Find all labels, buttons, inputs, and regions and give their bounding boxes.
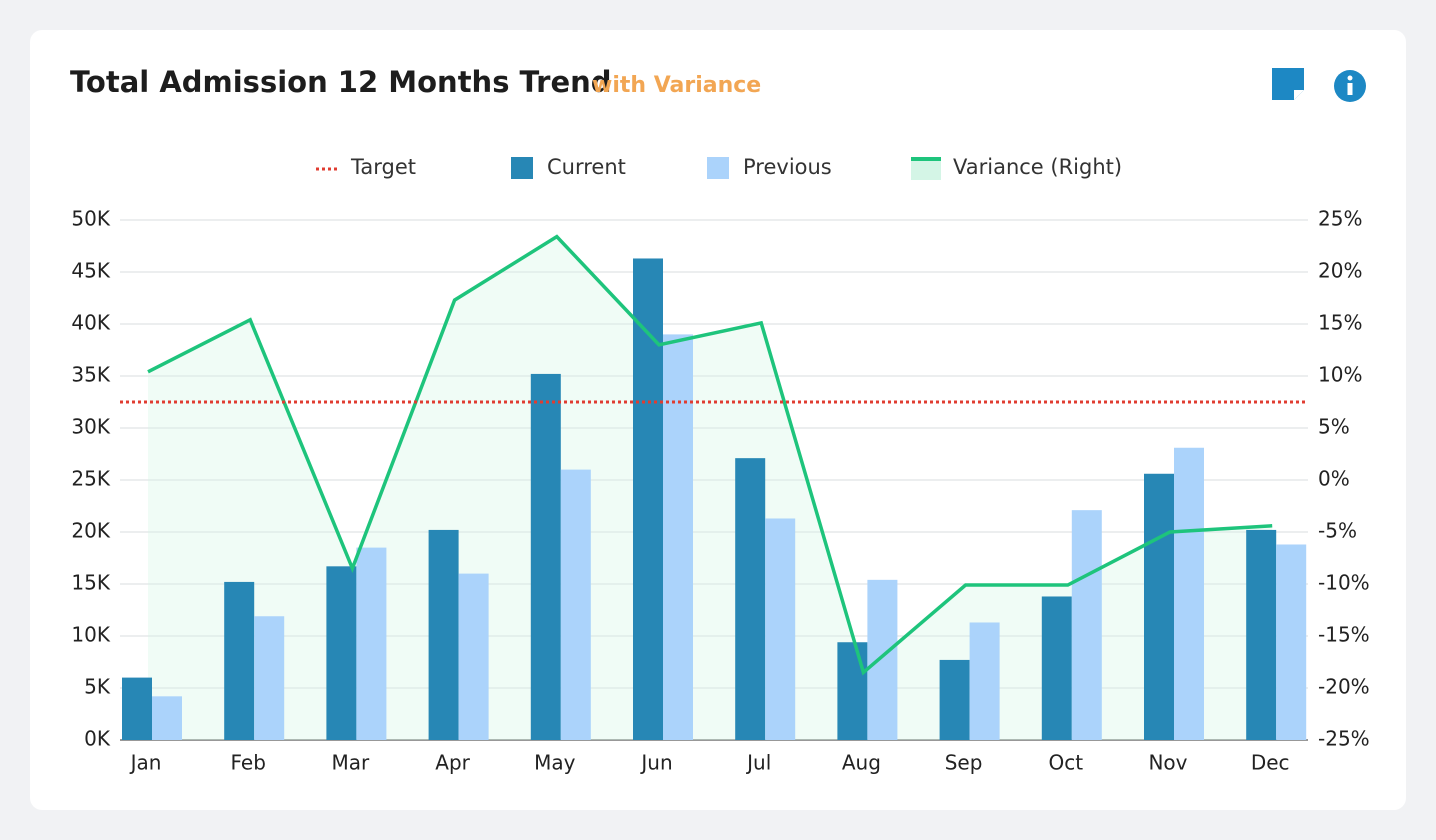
- bar: [356, 547, 387, 740]
- variance-line: [147, 234, 1273, 676]
- bar: [1174, 447, 1204, 740]
- bar: [122, 677, 152, 740]
- legend-label: Target: [350, 155, 416, 179]
- info-icon[interactable]: [1334, 70, 1366, 102]
- x-tick-label: Aug: [842, 751, 881, 775]
- y-tick-label: 30K: [71, 415, 110, 439]
- y-tick-label: 10K: [71, 623, 110, 647]
- y2-tick-label: 0%: [1318, 467, 1350, 491]
- y-tick-label: 5K: [84, 675, 111, 699]
- bar: [1071, 510, 1102, 740]
- bar: [765, 518, 796, 740]
- bar: [939, 659, 970, 740]
- legend-swatch: [911, 157, 941, 161]
- x-tick-label: Oct: [1049, 751, 1084, 775]
- legend-swatch: [911, 158, 941, 180]
- bar: [1246, 529, 1277, 740]
- y-tick-label: 20K: [71, 519, 110, 543]
- legend-label: Current: [547, 155, 626, 179]
- y-tick-label: 45K: [71, 259, 110, 283]
- x-tick-label: Sep: [945, 751, 983, 775]
- y-tick-label: 50K: [71, 207, 110, 231]
- x-tick-label: Feb: [230, 751, 265, 775]
- bar: [1144, 473, 1174, 740]
- bar: [224, 581, 255, 740]
- bar: [969, 622, 1000, 740]
- x-tick-label: Jan: [129, 751, 162, 775]
- note-icon[interactable]: [1272, 68, 1304, 100]
- bar: [633, 258, 663, 740]
- bar: [867, 579, 898, 740]
- x-tick-label: Dec: [1251, 751, 1290, 775]
- y2-tick-label: -15%: [1318, 623, 1370, 647]
- bar: [837, 642, 868, 740]
- y-tick-label: 25K: [71, 467, 110, 491]
- x-tick-label: Mar: [332, 751, 371, 775]
- y2-tick-label: -5%: [1318, 519, 1357, 543]
- bar: [560, 469, 591, 740]
- bar: [1041, 596, 1072, 740]
- bar: [458, 573, 489, 740]
- chart-subtitle: with Variance: [592, 73, 761, 98]
- y2-tick-label: 5%: [1318, 415, 1350, 439]
- bar: [663, 334, 693, 740]
- bar: [254, 616, 285, 740]
- y2-tick-label: 10%: [1318, 363, 1362, 387]
- bar: [152, 696, 182, 740]
- x-tick-label: Jun: [639, 751, 672, 775]
- y2-tick-label: -10%: [1318, 571, 1370, 595]
- legend-label: Previous: [743, 155, 832, 179]
- x-tick-label: Apr: [435, 751, 470, 775]
- y-tick-label: 15K: [71, 571, 110, 595]
- y-tick-label: 40K: [71, 311, 110, 335]
- y2-tick-label: 15%: [1318, 311, 1362, 335]
- y2-tick-label: -25%: [1318, 727, 1370, 751]
- y2-tick-label: 20%: [1318, 259, 1362, 283]
- legend-label: Variance (Right): [953, 155, 1122, 179]
- bar: [530, 373, 561, 740]
- y-tick-label: 0K: [84, 727, 111, 751]
- bar: [326, 566, 357, 740]
- legend-swatch: [511, 157, 533, 179]
- x-tick-label: Nov: [1148, 751, 1187, 775]
- bar: [1276, 544, 1307, 740]
- bar: [428, 529, 459, 740]
- x-tick-label: May: [534, 751, 576, 775]
- y2-tick-label: 25%: [1318, 207, 1362, 231]
- x-tick-label: Jul: [745, 751, 771, 775]
- chart-title: Total Admission 12 Months Trend: [70, 65, 612, 99]
- y-tick-label: 35K: [71, 363, 110, 387]
- y2-tick-label: -20%: [1318, 675, 1370, 699]
- legend-swatch: [707, 157, 729, 179]
- bar: [735, 458, 766, 740]
